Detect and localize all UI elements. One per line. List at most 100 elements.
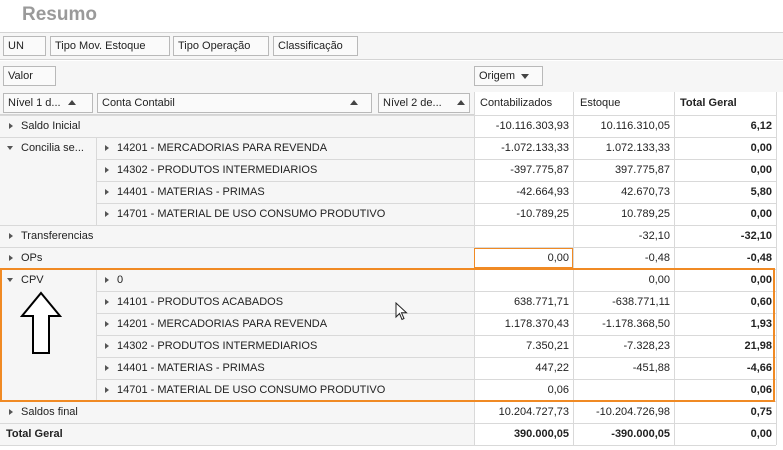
filter-area: UN Tipo Mov. Estoque Tipo Operação Class… — [0, 32, 783, 60]
value-cell-total[interactable]: -32,10 — [740, 230, 772, 242]
value-cell-contab[interactable]: -10.789,25 — [516, 208, 569, 220]
value-cell-contab[interactable]: 447,22 — [535, 362, 569, 374]
value-cell-total[interactable]: 0,00 — [750, 142, 772, 154]
value-cell-estoque[interactable]: -638.771,11 — [612, 296, 670, 308]
collapse-down-icon[interactable] — [7, 146, 13, 150]
value-cell-total[interactable]: 21,98 — [744, 340, 772, 352]
sort-asc-icon — [457, 100, 465, 105]
conta-contabil-label[interactable]: 14201 - MERCADORIAS PARA REVENDA — [117, 318, 328, 330]
level1-label[interactable]: OPs — [21, 252, 43, 264]
expand-right-icon[interactable] — [9, 409, 13, 415]
row-divider — [0, 115, 776, 116]
row-divider — [0, 423, 776, 424]
expand-right-icon[interactable] — [9, 233, 13, 239]
expand-right-icon[interactable] — [105, 145, 109, 151]
value-cell-contab[interactable]: -42.664,93 — [516, 186, 569, 198]
expand-right-icon[interactable] — [105, 189, 109, 195]
row-field-nivel2[interactable]: Nível 2 de... — [378, 93, 470, 113]
expand-right-icon[interactable] — [9, 123, 13, 129]
conta-contabil-label[interactable]: 14201 - MERCADORIAS PARA REVENDA — [117, 142, 328, 154]
selected-cell-highlight — [474, 248, 573, 268]
expand-right-icon[interactable] — [105, 299, 109, 305]
collapse-down-icon[interactable] — [7, 278, 13, 282]
chevron-down-icon — [521, 73, 530, 79]
expand-right-icon[interactable] — [105, 167, 109, 173]
value-cell-estoque[interactable]: -451,88 — [632, 362, 670, 374]
value-cell-estoque[interactable]: 1.072.133,33 — [605, 142, 670, 154]
column-header-contabilizados[interactable]: Contabilizados — [480, 97, 553, 109]
level1-label[interactable]: CPV — [21, 274, 44, 286]
value-cell-total[interactable]: 5,80 — [750, 186, 772, 198]
value-cell-total[interactable]: 0,00 — [750, 164, 772, 176]
row-divider — [96, 335, 776, 336]
column-header-total-geral[interactable]: Total Geral — [680, 97, 737, 109]
value-cell-estoque[interactable]: -0,48 — [644, 252, 670, 264]
value-cell-total[interactable]: 0,00 — [750, 274, 772, 286]
level1-label[interactable]: Saldos final — [21, 406, 78, 418]
level1-label[interactable]: Transferencias — [21, 230, 94, 242]
value-cell-contab[interactable]: 1.178.370,43 — [504, 318, 569, 330]
value-cell-contab[interactable]: 0,06 — [547, 384, 569, 396]
value-cell-contab[interactable]: 0,00 — [547, 252, 569, 264]
value-cell-contab[interactable]: 10.204.727,73 — [498, 406, 569, 418]
value-cell-total[interactable]: 0,00 — [750, 208, 772, 220]
column-header-estoque[interactable]: Estoque — [580, 97, 621, 109]
value-cell-total[interactable]: 0,06 — [750, 384, 772, 396]
value-cell-contab[interactable] — [474, 225, 573, 247]
data-field-area — [0, 61, 783, 91]
value-cell-contab[interactable]: -397.775,87 — [510, 164, 569, 176]
filter-chip-un[interactable]: UN — [3, 36, 46, 56]
value-cell-estoque[interactable]: -32,10 — [638, 230, 670, 242]
row-divider — [0, 137, 776, 138]
filter-chip-tipo-mov-estoque[interactable]: Tipo Mov. Estoque — [50, 36, 170, 56]
level1-label[interactable]: Concilia se... — [21, 142, 84, 154]
value-cell-estoque[interactable]: 10.789,25 — [621, 208, 670, 220]
value-cell-estoque[interactable]: -10.204.726,98 — [595, 406, 670, 418]
value-cell-total[interactable]: -4,66 — [746, 362, 772, 374]
conta-contabil-label[interactable]: 14401 - MATERIAS - PRIMAS — [117, 362, 265, 374]
value-cell-estoque[interactable]: -7.328,23 — [623, 340, 670, 352]
expand-right-icon[interactable] — [105, 343, 109, 349]
row-field-conta-contabil[interactable]: Conta Contabil — [97, 93, 372, 113]
value-cell-contab[interactable]: -1.072.133,33 — [501, 142, 569, 154]
value-cell-estoque[interactable]: -1.178.368,50 — [602, 318, 670, 330]
value-cell-total[interactable]: 1,93 — [750, 318, 772, 330]
data-field-valor[interactable]: Valor — [3, 66, 56, 86]
conta-contabil-label[interactable]: 14302 - PRODUTOS INTERMEDIARIOS — [117, 164, 318, 176]
level1-label[interactable]: Saldo Inicial — [21, 120, 81, 132]
conta-contabil-label[interactable]: 14701 - MATERIAL DE USO CONSUMO PRODUTIV… — [117, 208, 386, 220]
value-cell-estoque[interactable]: 10.116.310,05 — [600, 120, 670, 132]
column-field-origem[interactable]: Origem — [474, 66, 543, 86]
value-cell-total[interactable]: 0,60 — [750, 296, 772, 308]
value-cell-total[interactable]: -0,48 — [746, 252, 772, 264]
expand-right-icon[interactable] — [105, 321, 109, 327]
conta-contabil-label[interactable]: 14401 - MATERIAS - PRIMAS — [117, 186, 265, 198]
value-cell-estoque[interactable]: 42.670,73 — [621, 186, 670, 198]
expand-right-icon[interactable] — [105, 387, 109, 393]
expand-right-icon[interactable] — [105, 277, 109, 283]
filter-chip-tipo-operacao[interactable]: Tipo Operação — [173, 36, 269, 56]
conta-contabil-label[interactable]: 14101 - PRODUTOS ACABADOS — [117, 296, 284, 308]
conta-contabil-label[interactable]: 0 — [117, 274, 124, 286]
row-field-nivel1[interactable]: Nível 1 d... — [3, 93, 93, 113]
sort-asc-icon — [68, 100, 76, 105]
value-cell-total[interactable]: 0,75 — [750, 406, 772, 418]
conta-contabil-label[interactable]: 14701 - MATERIAL DE USO CONSUMO PRODUTIV… — [117, 384, 386, 396]
value-cell-estoque[interactable]: 397.775,87 — [614, 164, 670, 176]
row-field-nivel1-label: Nível 1 d... — [8, 97, 61, 109]
grand-total-contab[interactable]: 390.000,05 — [513, 428, 569, 440]
value-cell-estoque[interactable]: 0,00 — [648, 274, 670, 286]
expand-right-icon[interactable] — [105, 211, 109, 217]
expand-right-icon[interactable] — [9, 255, 13, 261]
value-cell-contab[interactable]: 7.350,21 — [526, 340, 569, 352]
expand-right-icon[interactable] — [105, 365, 109, 371]
row-field-conta-label: Conta Contabil — [102, 97, 175, 109]
value-cell-contab[interactable]: 638.771,71 — [513, 296, 569, 308]
conta-contabil-label[interactable]: 14302 - PRODUTOS INTERMEDIARIOS — [117, 340, 318, 352]
col-divider — [96, 137, 97, 225]
value-cell-contab[interactable]: -10.116.303,93 — [495, 120, 569, 132]
value-cell-total[interactable]: 6,12 — [750, 120, 772, 132]
filter-chip-classificacao[interactable]: Classificação — [273, 36, 358, 56]
grand-total-estoque[interactable]: -390.000,05 — [611, 428, 670, 440]
grand-total-total[interactable]: 0,00 — [750, 428, 772, 440]
